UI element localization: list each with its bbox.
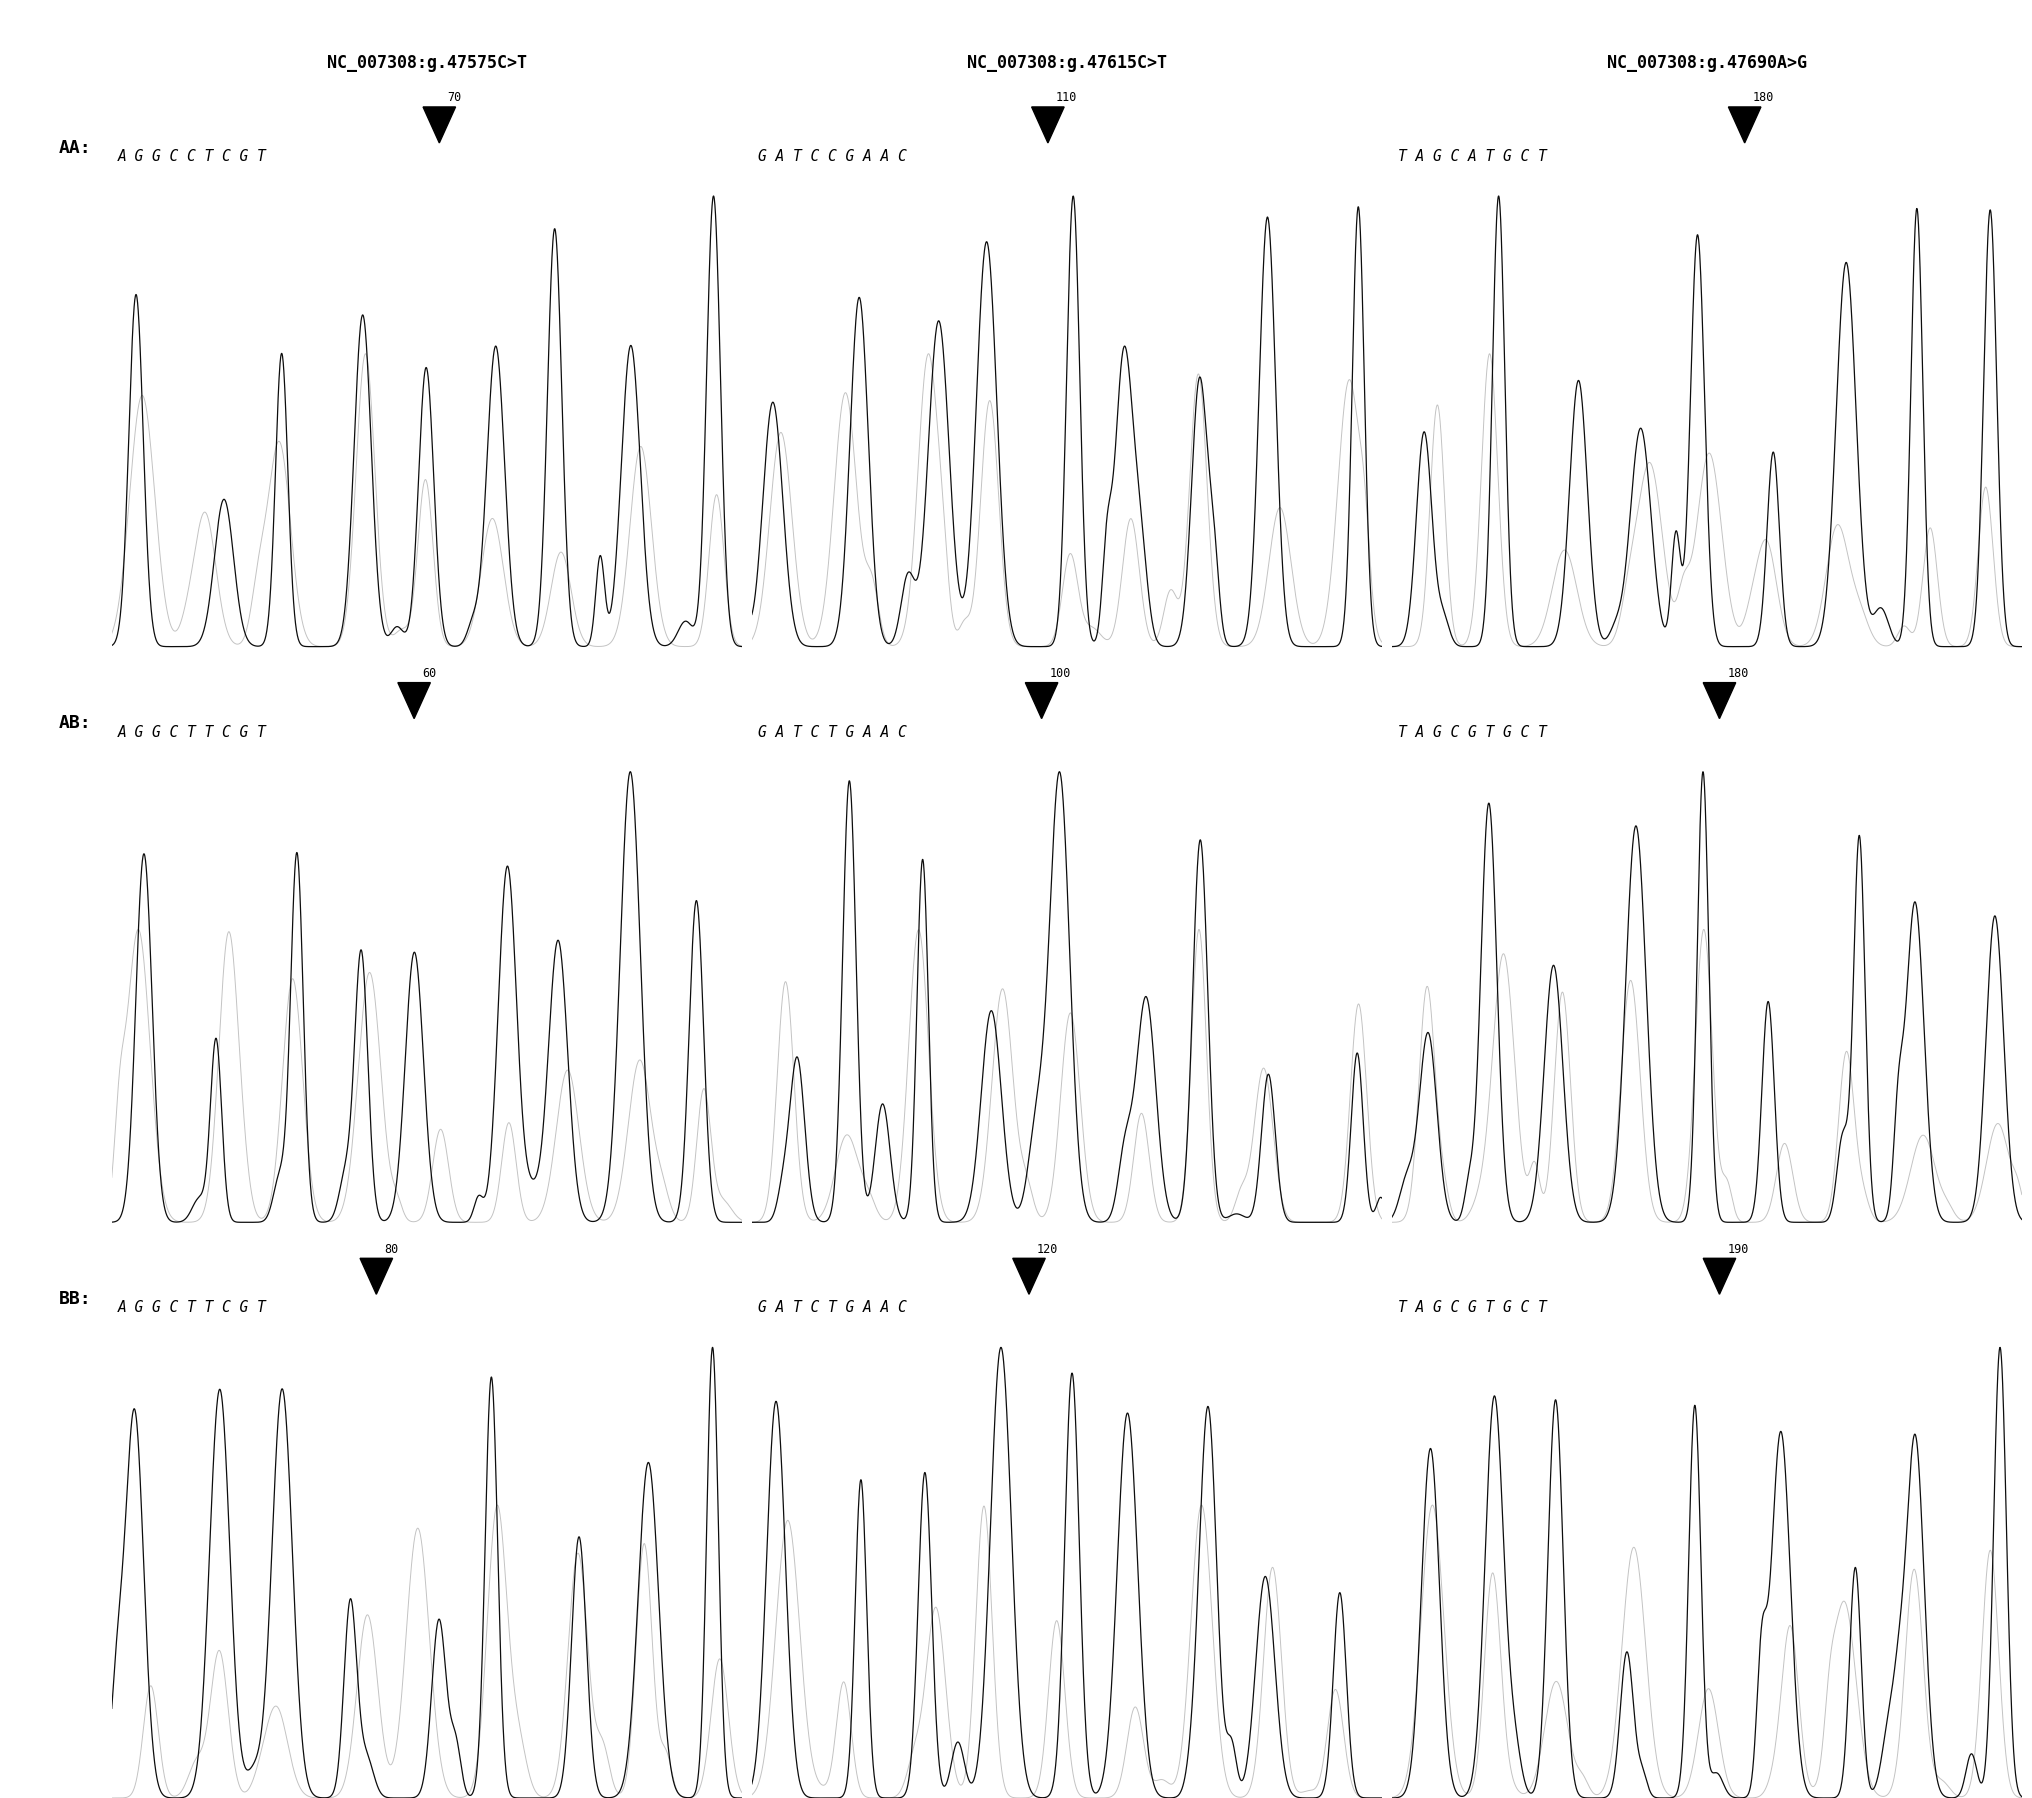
Text: NC_007308:g.47690A>G: NC_007308:g.47690A>G bbox=[1607, 54, 1806, 72]
Text: BB:: BB: bbox=[59, 1289, 91, 1307]
Text: T A G C G T G C T: T A G C G T G C T bbox=[1398, 1300, 1546, 1314]
Text: 110: 110 bbox=[1057, 92, 1077, 104]
Text: 120: 120 bbox=[1036, 1242, 1059, 1255]
Text: G A T C T G A A C: G A T C T G A A C bbox=[758, 1300, 906, 1314]
Text: 190: 190 bbox=[1727, 1242, 1750, 1255]
Text: 100: 100 bbox=[1051, 667, 1071, 680]
Text: 60: 60 bbox=[423, 667, 437, 680]
Text: 180: 180 bbox=[1754, 92, 1774, 104]
Text: A G G C T T C G T: A G G C T T C G T bbox=[118, 725, 266, 739]
Text: A G G C T T C G T: A G G C T T C G T bbox=[118, 1300, 266, 1314]
Text: T A G C A T G C T: T A G C A T G C T bbox=[1398, 149, 1546, 164]
Text: NC_007308:g.47575C>T: NC_007308:g.47575C>T bbox=[327, 54, 526, 72]
Text: NC_007308:g.47615C>T: NC_007308:g.47615C>T bbox=[967, 54, 1166, 72]
Text: 180: 180 bbox=[1727, 667, 1750, 680]
Text: A G G C C T C G T: A G G C C T C G T bbox=[118, 149, 266, 164]
Text: 70: 70 bbox=[447, 92, 461, 104]
Text: T A G C G T G C T: T A G C G T G C T bbox=[1398, 725, 1546, 739]
Text: 80: 80 bbox=[384, 1242, 398, 1255]
Text: AB:: AB: bbox=[59, 714, 91, 732]
Text: G A T C C G A A C: G A T C C G A A C bbox=[758, 149, 906, 164]
Text: AA:: AA: bbox=[59, 138, 91, 156]
Text: G A T C T G A A C: G A T C T G A A C bbox=[758, 725, 906, 739]
